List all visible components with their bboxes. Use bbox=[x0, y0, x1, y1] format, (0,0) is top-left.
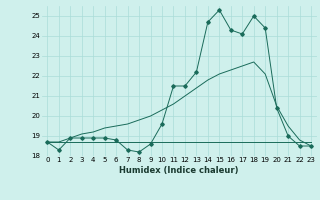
X-axis label: Humidex (Indice chaleur): Humidex (Indice chaleur) bbox=[119, 166, 239, 175]
